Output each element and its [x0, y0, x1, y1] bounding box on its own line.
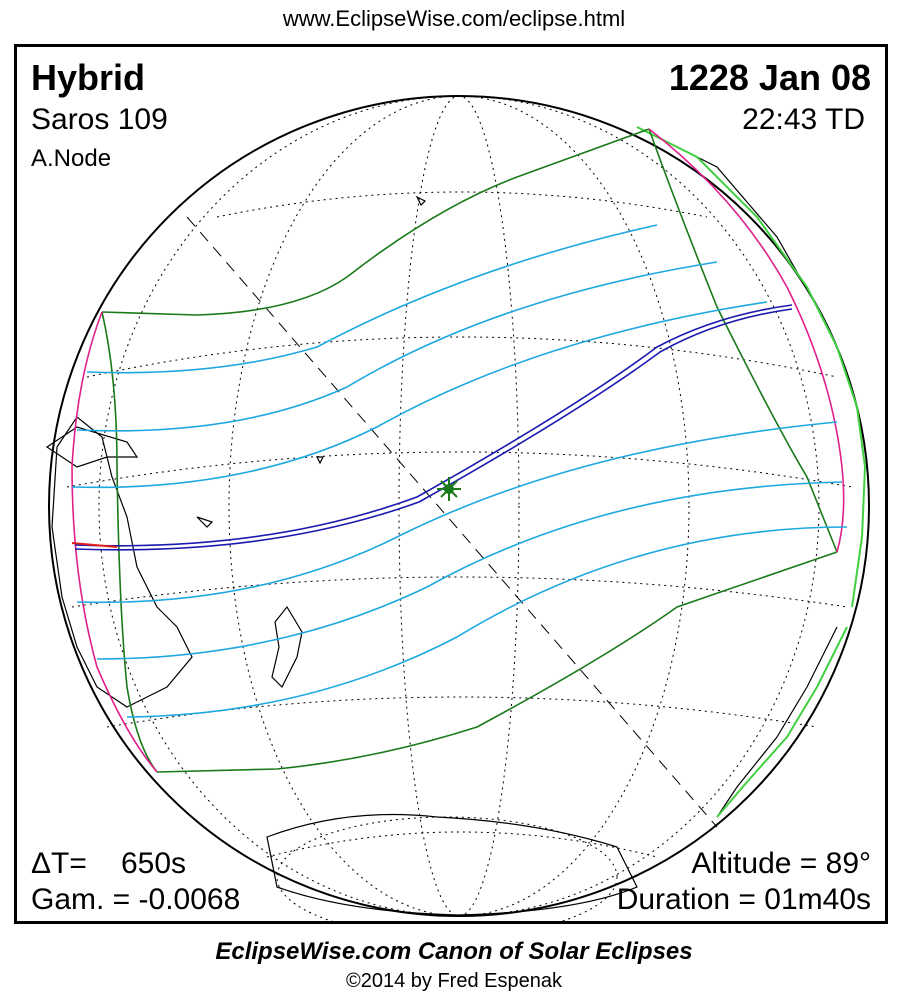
rise-set-curves — [71, 128, 845, 773]
axis-line — [186, 216, 718, 828]
coast-islands-2 — [316, 456, 324, 465]
node-label: A.Node — [31, 145, 112, 172]
coast-islands-3 — [415, 195, 427, 207]
eclipse-time: 22:43 TD — [742, 103, 865, 136]
altitude-value: Altitude = 89° — [691, 847, 871, 880]
globe-outline — [48, 95, 870, 917]
greatest-eclipse-marker — [437, 477, 461, 501]
west-limit — [101, 311, 158, 773]
coast-new-guinea — [45, 426, 139, 468]
coast-islands-1 — [196, 516, 214, 528]
partial-lines — [71, 224, 848, 718]
canon-title: EclipseWise.com Canon of Solar Eclipses — [215, 938, 693, 965]
eclipse-map-panel: Hybrid Saros 109 A.Node 1228 Jan 08 22:4… — [14, 44, 888, 924]
gamma-value: Gam. = -0.0068 — [31, 883, 241, 916]
delta-t-value: 650s — [121, 847, 187, 880]
coast-new-zealand — [271, 605, 303, 689]
delta-t-label: ΔT= — [31, 847, 87, 880]
saros-number: Saros 109 — [31, 103, 168, 136]
coast-south-america — [716, 626, 838, 818]
land-highlight — [636, 126, 867, 818]
eclipse-date: 1228 Jan 08 — [668, 57, 871, 98]
eclipse-type: Hybrid — [31, 57, 146, 98]
penumbra-limits — [101, 128, 838, 773]
copyright: ©2014 by Fred Espenak — [346, 970, 562, 992]
duration-value: Duration = 01m40s — [616, 883, 871, 916]
coast-antarctica — [266, 813, 638, 916]
east-limit — [648, 128, 838, 553]
north-limit — [101, 128, 650, 316]
source-url: www.EclipseWise.com/eclipse.html — [282, 6, 626, 31]
central-path — [74, 304, 793, 551]
south-limit — [156, 551, 838, 773]
eclipse-map — [45, 95, 870, 921]
path-start-segment — [71, 542, 118, 548]
